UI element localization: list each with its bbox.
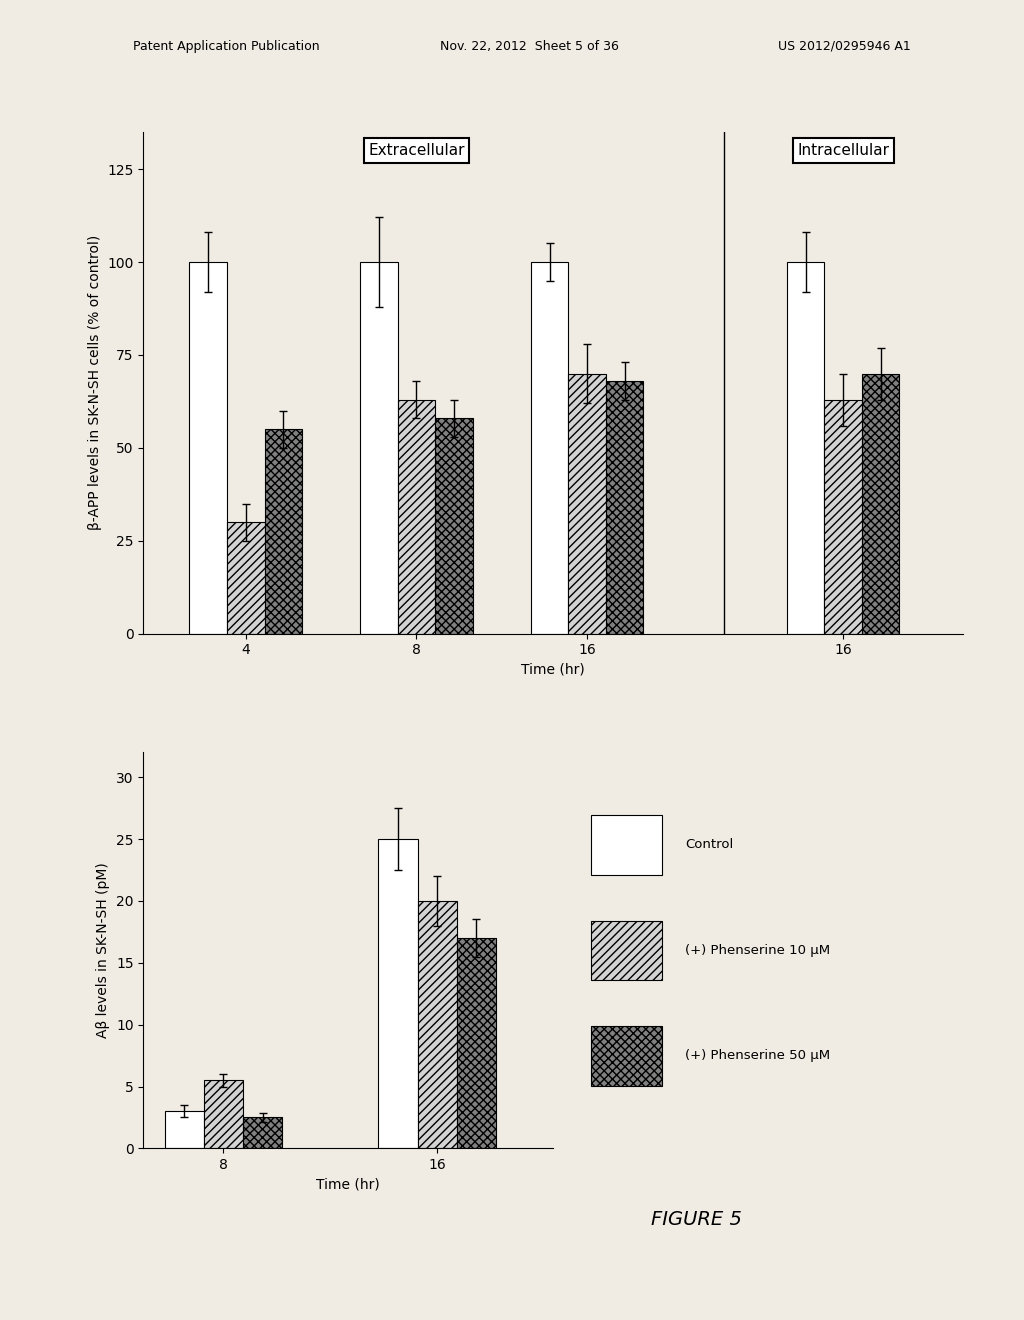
Bar (227, 523, 264, 634)
Text: Patent Application Publication: Patent Application Publication (133, 40, 319, 53)
Bar (418, 900, 457, 1148)
Bar (862, 374, 899, 634)
Y-axis label: β-APP levels in SK-N-SH cells (% of control): β-APP levels in SK-N-SH cells (% of cont… (88, 235, 101, 531)
Bar (457, 939, 496, 1148)
Bar (379, 840, 418, 1148)
Bar (360, 263, 397, 634)
X-axis label: Time (hr): Time (hr) (316, 1177, 380, 1192)
Bar (824, 400, 862, 634)
Bar (204, 1080, 243, 1148)
Bar (606, 381, 643, 634)
FancyBboxPatch shape (592, 814, 662, 874)
Bar (189, 263, 227, 634)
X-axis label: Time (hr): Time (hr) (521, 663, 585, 677)
Bar (435, 418, 473, 634)
Text: Intracellular: Intracellular (797, 143, 889, 158)
Text: FIGURE 5: FIGURE 5 (651, 1210, 741, 1229)
FancyBboxPatch shape (592, 1027, 662, 1085)
Text: Control: Control (685, 838, 733, 851)
Text: US 2012/0295946 A1: US 2012/0295946 A1 (778, 40, 911, 53)
FancyBboxPatch shape (592, 921, 662, 979)
Bar (165, 1111, 204, 1148)
Bar (397, 400, 435, 634)
Text: (+) Phenserine 10 μM: (+) Phenserine 10 μM (685, 944, 830, 957)
Text: Extracellular: Extracellular (369, 143, 465, 158)
Bar (243, 1118, 283, 1148)
Bar (264, 429, 302, 634)
Bar (568, 374, 606, 634)
Bar (530, 263, 568, 634)
Bar (786, 263, 824, 634)
Text: (+) Phenserine 50 μM: (+) Phenserine 50 μM (685, 1049, 830, 1063)
Y-axis label: Aβ levels in SK-N-SH (pM): Aβ levels in SK-N-SH (pM) (96, 862, 111, 1039)
Text: Nov. 22, 2012  Sheet 5 of 36: Nov. 22, 2012 Sheet 5 of 36 (440, 40, 620, 53)
